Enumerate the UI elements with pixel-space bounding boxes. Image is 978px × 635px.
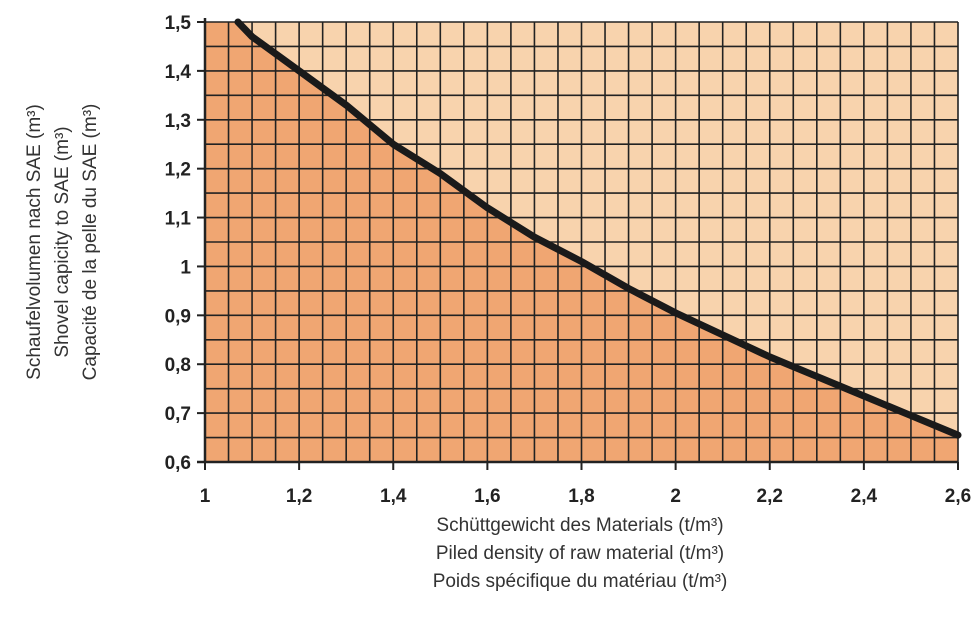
x-tick-label: 2 [670, 486, 681, 507]
y-tick-label: 1,2 [165, 160, 191, 181]
x-tick-label: 1,6 [474, 486, 500, 507]
y-tick-label: 1,1 [165, 209, 192, 230]
x-tick-label: 1,8 [568, 486, 594, 507]
x-tick-label: 2,6 [945, 486, 971, 507]
x-tick-label: 2,4 [851, 486, 878, 507]
x-axis-title-fr: Poids spécifique du matériau (t/m³) [432, 571, 728, 592]
y-axis-title: Schaufelvolumen nach SAE (m³) Shovel capi… [24, 104, 101, 381]
x-tick-label: 2,2 [757, 486, 783, 507]
y-tick-labels: 0,6 0,7 0,8 0,9 1 1,1 1,2 1,3 1,4 1,5 [165, 13, 192, 474]
x-tick-label: 1,4 [380, 486, 407, 507]
y-tick-label: 0,6 [165, 453, 191, 474]
y-tick-label: 1,3 [165, 111, 191, 132]
x-tick-label: 1 [200, 486, 211, 507]
y-tick-label: 0,9 [165, 306, 191, 327]
x-axis-title-en: Piled density of raw material (t/m³) [435, 543, 725, 564]
y-tick-label: 0,8 [165, 355, 191, 376]
series-line [234, 18, 962, 439]
y-tick-label: 0,7 [165, 404, 191, 425]
y-axis-title-line: Schaufelvolumen nach SAE (m³) [24, 104, 45, 380]
y-axis-title-line: Shovel capicity to SAE (m³) [52, 126, 73, 357]
x-axis-title: Schüttgewicht des Materials (t/m³) Piled… [330, 512, 830, 596]
y-tick-label: 1,4 [165, 62, 192, 83]
chart-curve [234, 18, 962, 439]
y-tick-label: 1 [180, 257, 191, 278]
y-tick-label: 1,5 [165, 13, 192, 34]
chart-axes [197, 18, 959, 470]
y-axis-title-line: Capacité de la pelle du SAE (m³) [80, 104, 101, 381]
x-axis-title-de: Schüttgewicht des Materials (t/m³) [436, 515, 724, 536]
x-tick-label: 1,2 [286, 486, 312, 507]
chart-grid [204, 21, 959, 463]
x-tick-labels: 1 1,2 1,4 1,6 1,8 2 2,2 2,4 2,6 [200, 486, 972, 507]
